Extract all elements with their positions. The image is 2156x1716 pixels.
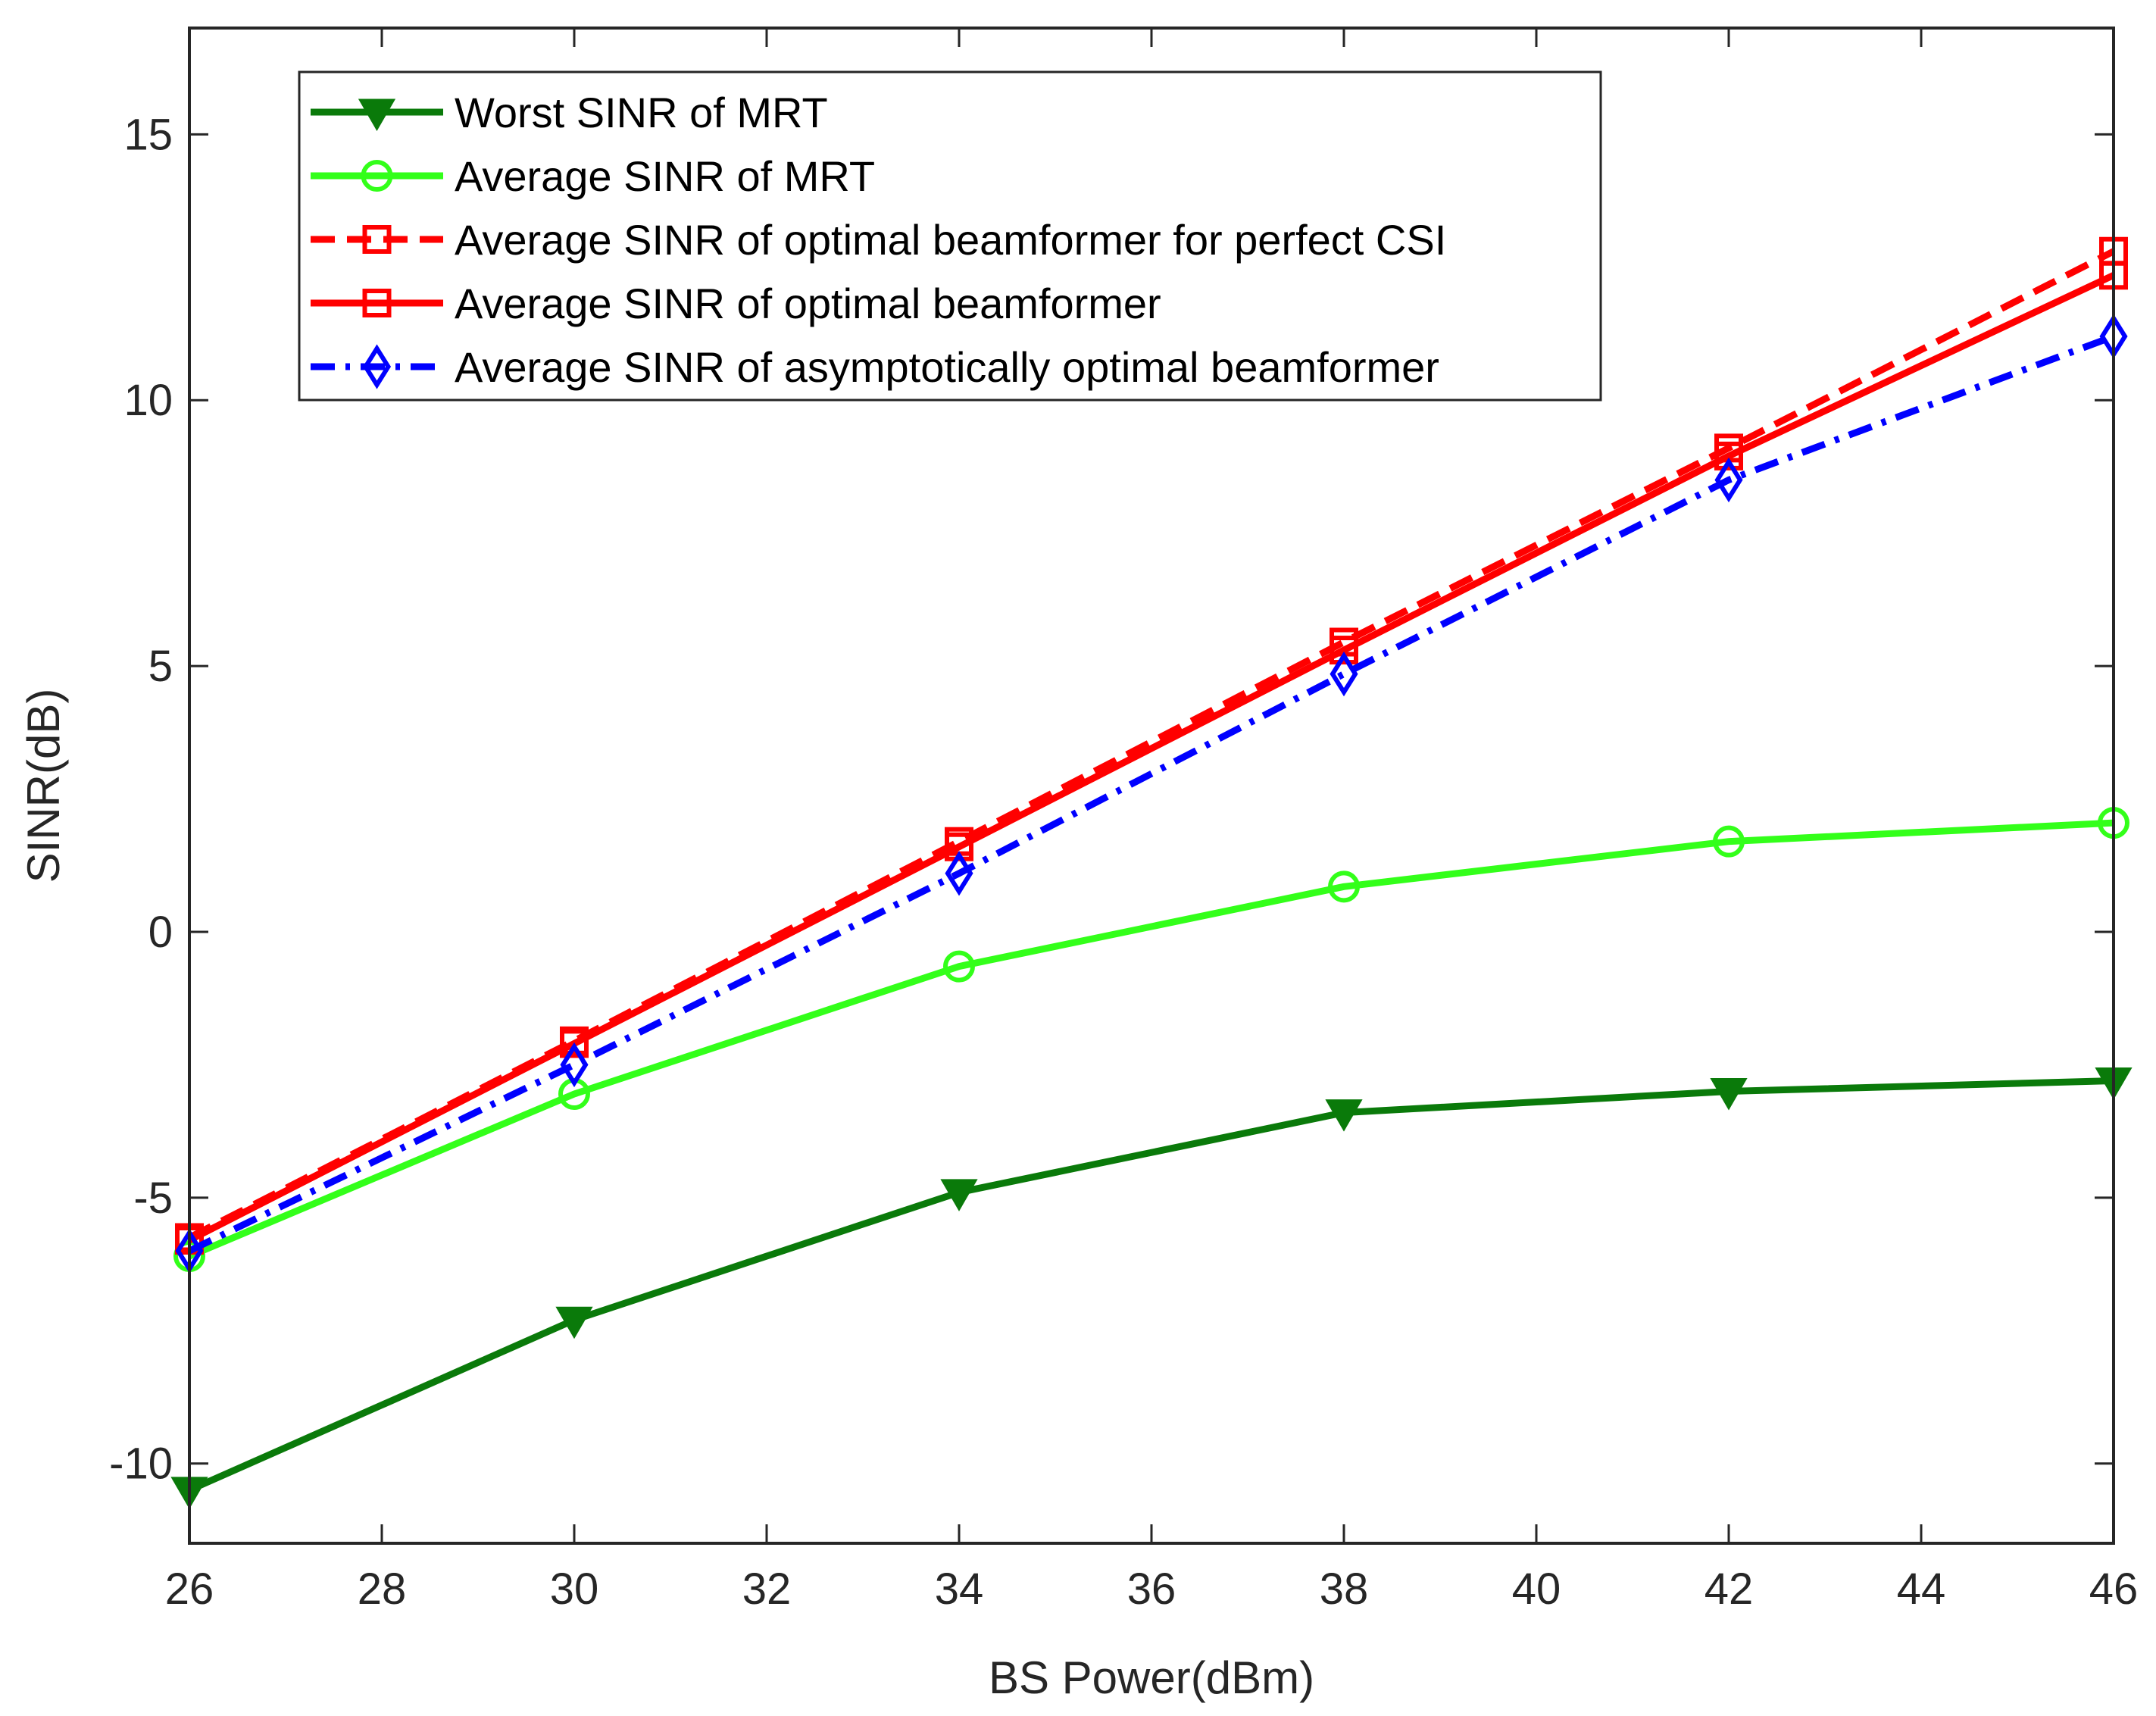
x-tick-label: 32 bbox=[742, 1564, 792, 1614]
y-tick-label: 10 bbox=[123, 376, 173, 425]
ticks-layer: 26 28 30 32 34 36 38 40 42 44 46 -10 -5 0 5 10 15 bbox=[109, 28, 2138, 1614]
series-line bbox=[188, 1077, 2114, 1493]
legend: Worst SINR of MRT Average SINR of MRT Aver… bbox=[298, 70, 1602, 402]
x-tick-label: 42 bbox=[1704, 1564, 1754, 1614]
data-point bbox=[1325, 1099, 1363, 1132]
y-tick-label: 0 bbox=[148, 908, 173, 957]
legend-marker bbox=[358, 98, 396, 131]
data-point bbox=[940, 1179, 978, 1211]
y-tick-label: -10 bbox=[109, 1439, 173, 1489]
legend-label: Worst SINR of MRT bbox=[455, 89, 828, 136]
y-tick-label: 5 bbox=[148, 642, 173, 691]
legend-item: Average SINR of optimal beamformer for p… bbox=[311, 216, 1446, 264]
x-tick-label: 30 bbox=[550, 1564, 599, 1614]
series-layer bbox=[170, 236, 2133, 1509]
data-point bbox=[560, 1029, 589, 1058]
y-tick-label: 15 bbox=[123, 110, 173, 159]
x-axis-label: BS Power(dBm) bbox=[989, 1652, 1314, 1703]
x-tick-label: 38 bbox=[1320, 1564, 1369, 1614]
legend-marker bbox=[361, 160, 393, 192]
legend-item: Worst SINR of MRT bbox=[311, 89, 828, 136]
legend-box bbox=[298, 70, 1602, 402]
series-1 bbox=[173, 807, 2129, 1273]
x-tick-label: 26 bbox=[165, 1564, 214, 1614]
x-tick-label: 28 bbox=[358, 1564, 407, 1614]
legend-label: Average SINR of optimal beamformer bbox=[455, 280, 1161, 327]
legend-marker bbox=[362, 289, 392, 317]
legend-label: Average SINR of MRT bbox=[455, 152, 875, 200]
x-tick-label: 40 bbox=[1512, 1564, 1561, 1614]
x-tick-label: 36 bbox=[1127, 1564, 1176, 1614]
data-point bbox=[560, 1042, 589, 1088]
data-point bbox=[945, 851, 973, 896]
legend-item: Average SINR of optimal beamformer bbox=[311, 280, 1161, 327]
x-tick-label: 44 bbox=[1897, 1564, 1946, 1614]
data-point bbox=[1330, 651, 1358, 697]
data-point bbox=[943, 950, 975, 983]
data-point bbox=[1714, 457, 1743, 503]
series-line bbox=[188, 819, 2114, 1260]
legend-items: Worst SINR of MRT Average SINR of MRT Aver… bbox=[311, 89, 1446, 391]
y-tick-label: -5 bbox=[133, 1174, 173, 1223]
data-point bbox=[1714, 441, 1743, 470]
data-point bbox=[1713, 825, 1745, 858]
data-point bbox=[1710, 1078, 1748, 1111]
x-tick-label: 34 bbox=[935, 1564, 984, 1614]
series-line bbox=[188, 333, 2115, 1255]
legend-item: Average SINR of MRT bbox=[311, 152, 875, 200]
data-point bbox=[1328, 871, 1360, 903]
series-0 bbox=[170, 1067, 2133, 1509]
x-tick-label: 46 bbox=[2089, 1564, 2139, 1614]
legend-label: Average SINR of asymptotically optimal b… bbox=[455, 343, 1439, 391]
series-line bbox=[187, 248, 2116, 1241]
y-axis-label: SINR(dB) bbox=[18, 689, 69, 883]
data-point bbox=[555, 1306, 593, 1339]
series-line bbox=[187, 272, 2115, 1244]
legend-label: Average SINR of optimal beamformer for p… bbox=[455, 216, 1446, 264]
data-point bbox=[1330, 636, 1358, 665]
legend-marker bbox=[362, 225, 392, 254]
legend-marker bbox=[362, 344, 392, 389]
legend-item: Average SINR of asymptotically optimal b… bbox=[311, 343, 1439, 391]
